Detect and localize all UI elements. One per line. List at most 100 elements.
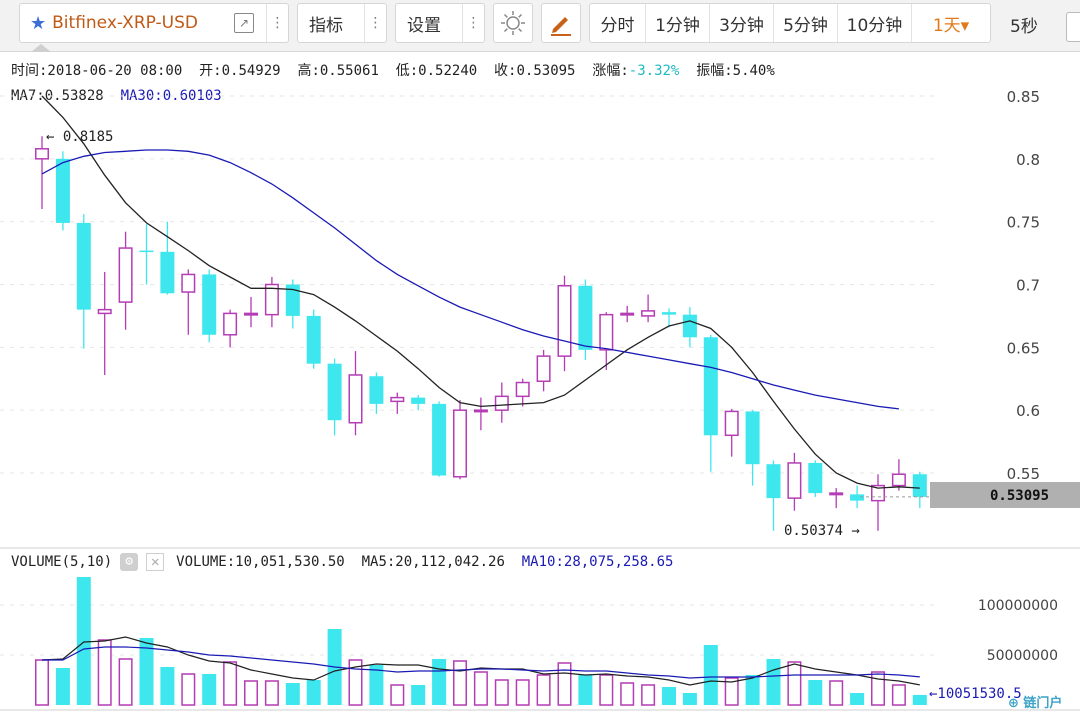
candle[interactable]: [432, 401, 447, 477]
volume-bar[interactable]: [97, 639, 112, 706]
candle[interactable]: [264, 276, 279, 328]
volume-bar[interactable]: [620, 682, 635, 706]
volume-bar[interactable]: [891, 684, 906, 706]
tab-period-3min[interactable]: 3分钟: [710, 4, 774, 42]
candle[interactable]: [912, 471, 927, 509]
candle[interactable]: [390, 392, 405, 414]
settings-button[interactable]: 设置 ⋮: [395, 3, 485, 43]
tab-period-1min[interactable]: 1分钟: [646, 4, 710, 42]
refresh-interval[interactable]: 5秒: [1010, 17, 1038, 37]
candle[interactable]: [891, 459, 906, 491]
volume-bar[interactable]: [494, 679, 509, 706]
candle[interactable]: [787, 452, 802, 511]
volume-bar[interactable]: [515, 679, 530, 706]
volume-bar[interactable]: [808, 680, 823, 705]
candle[interactable]: [662, 308, 676, 328]
candle[interactable]: [745, 410, 760, 486]
candle[interactable]: [871, 474, 885, 531]
candle[interactable]: [327, 358, 342, 436]
candle[interactable]: [453, 400, 467, 480]
candle[interactable]: [494, 382, 509, 423]
volume-bar[interactable]: [787, 661, 802, 706]
candle[interactable]: [473, 397, 488, 431]
candle[interactable]: [766, 460, 781, 531]
candle[interactable]: [411, 395, 426, 411]
volume-bar[interactable]: [453, 660, 467, 706]
volume-bar[interactable]: [682, 693, 697, 705]
volume-bar[interactable]: [369, 665, 384, 705]
candle[interactable]: [35, 136, 49, 210]
theme-toggle-button[interactable]: [493, 3, 533, 43]
candle[interactable]: [724, 408, 739, 457]
candle[interactable]: [557, 275, 572, 372]
candle[interactable]: [682, 307, 697, 348]
external-link-icon[interactable]: ↗: [234, 13, 254, 33]
volume-bar[interactable]: [662, 687, 676, 705]
volume-bar[interactable]: [139, 638, 154, 705]
candle[interactable]: [285, 279, 300, 329]
candle[interactable]: [703, 334, 718, 472]
volume-bar[interactable]: [76, 577, 91, 705]
candle[interactable]: [850, 485, 865, 509]
volume-bar[interactable]: [160, 667, 175, 705]
tab-period-10min[interactable]: 10分钟: [838, 4, 912, 42]
draw-tool-button[interactable]: [541, 3, 581, 43]
candle[interactable]: [515, 378, 530, 407]
volume-bar[interactable]: [766, 659, 781, 705]
volume-bar[interactable]: [829, 680, 844, 706]
symbol-selector[interactable]: ★ Bitfinex-XRP-USD ↗ ⋮: [19, 3, 289, 43]
volume-bar[interactable]: [244, 680, 258, 706]
candle[interactable]: [599, 312, 614, 370]
candle[interactable]: [808, 460, 823, 497]
volume-bar[interactable]: [724, 677, 739, 706]
candle[interactable]: [620, 305, 635, 323]
candle[interactable]: [829, 488, 844, 509]
candle[interactable]: [578, 279, 593, 360]
volume-bar[interactable]: [202, 674, 217, 705]
volume-bar[interactable]: [557, 662, 572, 706]
candle[interactable]: [641, 294, 656, 323]
volume-bar[interactable]: [223, 661, 238, 706]
volume-bar[interactable]: [264, 680, 279, 706]
tab-period-1day[interactable]: 1天▾: [932, 15, 970, 36]
close-icon[interactable]: ✕: [146, 553, 165, 571]
more-options-icon[interactable]: ⋮: [266, 4, 288, 42]
candle[interactable]: [306, 309, 321, 369]
candle[interactable]: [97, 271, 112, 375]
candle[interactable]: [348, 351, 363, 436]
volume-bar[interactable]: [473, 671, 488, 706]
candle[interactable]: [55, 151, 70, 231]
volume-bar[interactable]: [118, 658, 133, 706]
star-icon[interactable]: ★: [30, 12, 47, 34]
candle[interactable]: [139, 224, 154, 285]
volume-bar[interactable]: [181, 673, 196, 706]
candle[interactable]: [369, 372, 384, 414]
candle[interactable]: [223, 309, 238, 348]
candle[interactable]: [118, 231, 133, 330]
side-panel-toggle[interactable]: [1066, 12, 1080, 42]
volume-bar[interactable]: [55, 668, 70, 705]
volume-bar[interactable]: [348, 659, 363, 706]
volume-bar[interactable]: [703, 645, 718, 705]
candle[interactable]: [160, 221, 175, 295]
volume-bar[interactable]: [306, 680, 321, 705]
candle[interactable]: [181, 269, 196, 335]
candle[interactable]: [244, 297, 258, 328]
volume-bar[interactable]: [35, 659, 49, 706]
indicators-button[interactable]: 指标 ⋮: [297, 3, 387, 43]
settings-more-icon[interactable]: ⋮: [462, 4, 484, 42]
volume-bar[interactable]: [599, 674, 614, 706]
volume-bar[interactable]: [745, 675, 760, 705]
gear-icon[interactable]: ⚙: [120, 553, 139, 571]
indicators-more-icon[interactable]: ⋮: [364, 4, 386, 42]
tab-period-fenshi[interactable]: 分时: [590, 4, 646, 42]
candle[interactable]: [202, 269, 217, 343]
volume-bar[interactable]: [390, 684, 405, 706]
volume-bar[interactable]: [432, 659, 447, 705]
volume-bar[interactable]: [411, 685, 426, 705]
volume-bar[interactable]: [285, 683, 300, 705]
candle[interactable]: [76, 214, 91, 349]
volume-bar[interactable]: [912, 694, 927, 705]
volume-bar[interactable]: [536, 674, 551, 706]
